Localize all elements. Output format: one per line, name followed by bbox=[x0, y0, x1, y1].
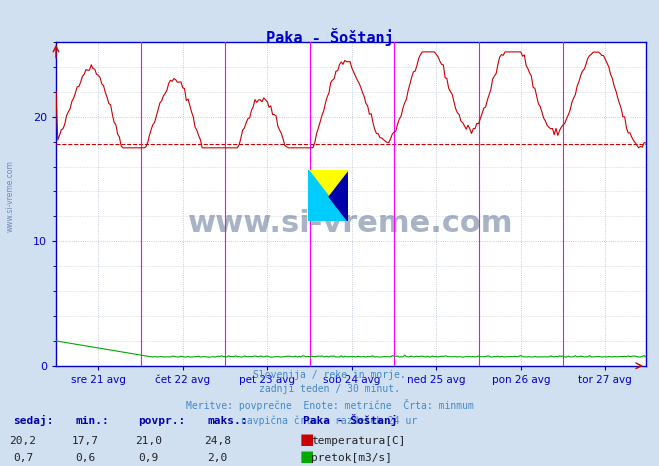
Text: Slovenija / reke in morje.
zadnji teden / 30 minut.
Meritve: povprečne  Enote: m: Slovenija / reke in morje. zadnji teden … bbox=[186, 370, 473, 426]
Text: pretok[m3/s]: pretok[m3/s] bbox=[311, 453, 392, 463]
Polygon shape bbox=[308, 170, 348, 196]
Text: ■: ■ bbox=[300, 449, 314, 464]
Text: 21,0: 21,0 bbox=[135, 436, 161, 445]
Text: min.:: min.: bbox=[76, 416, 109, 426]
Text: 17,7: 17,7 bbox=[72, 436, 99, 445]
Text: 2,0: 2,0 bbox=[208, 453, 227, 463]
Text: 24,8: 24,8 bbox=[204, 436, 231, 445]
Text: povpr.:: povpr.: bbox=[138, 416, 186, 426]
Text: 0,9: 0,9 bbox=[138, 453, 158, 463]
Text: 20,2: 20,2 bbox=[10, 436, 36, 445]
Text: www.si-vreme.com: www.si-vreme.com bbox=[188, 209, 513, 238]
Text: maks.:: maks.: bbox=[208, 416, 248, 426]
Text: temperatura[C]: temperatura[C] bbox=[311, 436, 405, 445]
Polygon shape bbox=[308, 170, 348, 221]
Text: ■: ■ bbox=[300, 432, 314, 446]
Polygon shape bbox=[328, 170, 348, 221]
Text: Paka - Šoštanj: Paka - Šoštanj bbox=[266, 28, 393, 46]
Polygon shape bbox=[308, 196, 348, 221]
Text: sedaj:: sedaj: bbox=[13, 415, 53, 426]
Text: www.si-vreme.com: www.si-vreme.com bbox=[5, 160, 14, 232]
Text: Paka - Šoštanj: Paka - Šoštanj bbox=[303, 414, 397, 426]
Polygon shape bbox=[308, 170, 328, 221]
Text: 0,6: 0,6 bbox=[76, 453, 96, 463]
Text: 0,7: 0,7 bbox=[13, 453, 33, 463]
